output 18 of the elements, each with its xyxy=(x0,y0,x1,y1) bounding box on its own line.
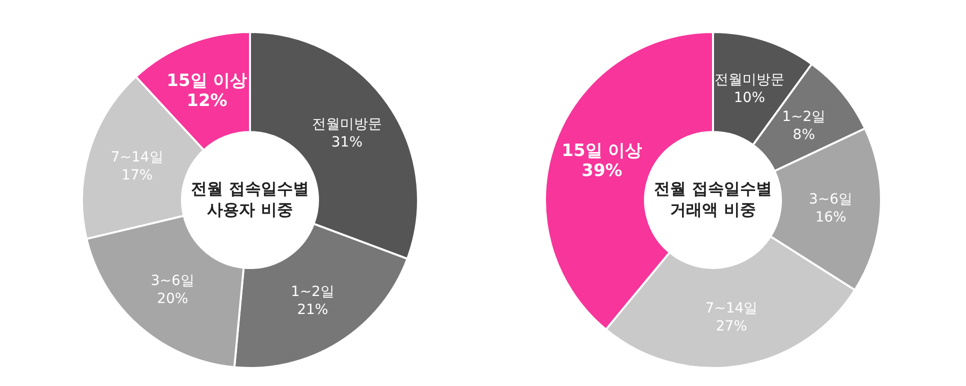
data-label: 8% xyxy=(792,126,816,143)
slice-label: 3~6일 xyxy=(808,191,853,208)
slice-label: 1~2일 xyxy=(782,108,826,125)
data-label: 16% xyxy=(815,209,846,226)
slice-label: 전월미방문 xyxy=(714,72,784,88)
text: 전월 접속일수별 사용자 비중 xyxy=(190,179,310,221)
text: 전월 접속일수별 거래액 비중 xyxy=(653,179,773,221)
slice-label: 15일 이상 xyxy=(166,71,248,92)
slice-label: 15일 이상 xyxy=(562,141,642,162)
slice-label: 전월미방문 xyxy=(312,116,382,133)
data-label: 10% xyxy=(734,90,766,106)
data-label: 12% xyxy=(186,91,228,112)
slice-label: 1~2일 xyxy=(290,284,334,300)
slice-label: 3~6일 xyxy=(150,273,194,290)
data-label: 20% xyxy=(157,291,188,308)
data-label: 31% xyxy=(331,134,363,151)
data-label: 21% xyxy=(297,302,328,318)
data-label: 39% xyxy=(582,161,622,182)
